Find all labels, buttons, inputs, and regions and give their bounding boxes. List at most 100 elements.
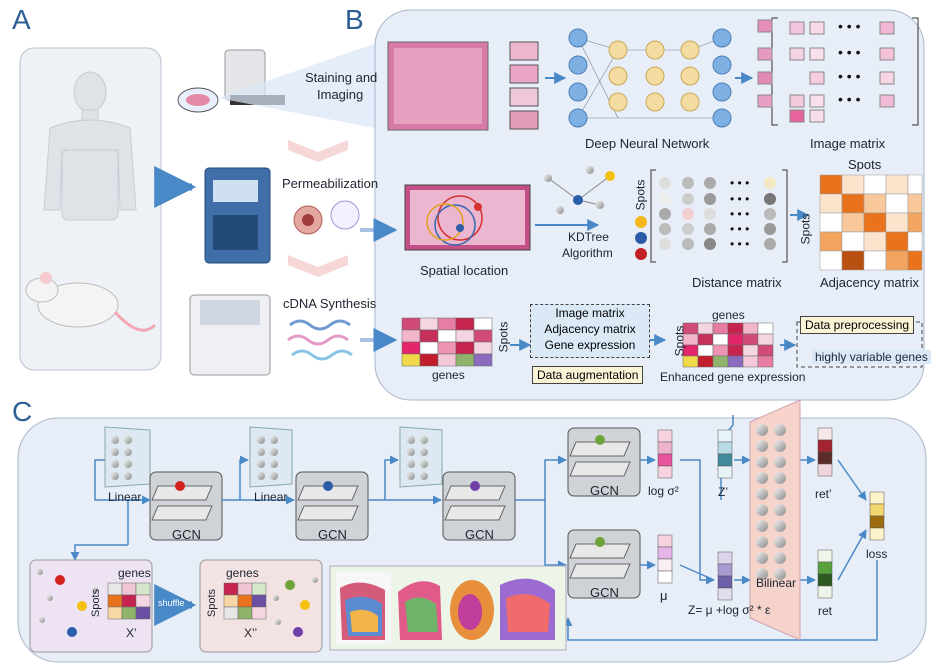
log-sigma-label: log σ² [648,484,679,498]
adjacency-matrix [819,174,923,271]
panel-a-letter: A [12,4,31,35]
linear-layer-1 [104,426,151,488]
spots-small-label: Spots [633,179,648,211]
ret-vector [817,549,833,599]
x-double-prime-graph [273,577,318,637]
svg-text:• • •: • • • [838,91,861,107]
spots-x-prime-label: Spots [90,588,103,618]
loss-vector [869,491,885,541]
svg-text:• • •: • • • [838,44,861,60]
x-prime-graph [37,569,98,637]
aug-gene-expression: Gene expression [544,338,636,352]
spots-x-double-prime-label: Spots [206,588,219,618]
gcn-block-4 [567,427,641,497]
gcn-label-3: GCN [465,527,494,542]
distance-matrix: • • •• • • • • •• • • • • • [650,169,788,263]
adjacency-matrix-label: Adjacency matrix [820,275,919,290]
spots-gene-label: Spots [496,321,511,353]
bilinear-layer [749,399,801,641]
panel-b-letter: B [345,4,364,35]
kdtree-label-2: Algorithm [562,246,613,260]
spots-enhanced-label: Spots [672,325,687,357]
loss-label: loss [866,547,888,561]
genes-x-double-prime-label: genes [226,566,259,580]
rna-icon [330,200,360,230]
distance-matrix-label: Distance matrix [692,275,782,290]
linear-label-1: Linear [108,490,142,504]
gcn-block-2 [295,471,369,541]
panel-c-letter: C [12,396,33,427]
permeabilization-label: Permeabilization [282,176,379,191]
spot-graph-icon [544,166,615,214]
lab-machine-icon [189,294,271,376]
gcn-block-1 [149,471,223,541]
svg-text:• • •: • • • [730,192,749,206]
zoom-cone [218,40,385,130]
gcn-label-1: GCN [172,527,201,542]
z-prime-vector [717,429,733,479]
enhanced-matrix [682,322,774,368]
neural-network [568,28,732,128]
aug-image-matrix: Image matrix [555,306,625,320]
x-prime-label: X’ [126,626,137,640]
svg-text:• • •: • • • [730,237,749,251]
genes-label: genes [432,368,465,382]
image-matrix: • • • • • • • • • • • • [757,17,919,126]
genes-x-prime-label: genes [118,566,151,580]
svg-text:• • •: • • • [730,176,749,190]
linear-label-2: Linear [254,490,288,504]
staining-label-2: Imaging [317,87,364,102]
spatial-location-label: Spatial location [420,263,509,278]
gcn-block-3 [442,471,516,541]
x-double-prime-matrix [223,582,267,620]
z-vector [717,551,733,601]
cdna-label: cDNA Synthesis [283,296,377,311]
shuffle-label: shuffle [158,598,185,608]
svg-text:• • •: • • • [730,222,749,236]
spots-side-label: Spots [798,213,813,245]
data-augmentation-label: Data augmentation [532,366,644,384]
gene-matrix [401,317,493,367]
kdtree-label-1: KDTree [568,230,609,244]
svg-text:• • •: • • • [838,68,861,84]
ret-prime-label: ret’ [815,487,832,501]
svg-text:• • •: • • • [730,207,749,221]
ret-prime-vector [817,427,833,477]
gcn-label-2: GCN [318,527,347,542]
image-matrix-label: Image matrix [810,136,886,151]
aug-adjacency-matrix: Adjacency matrix [544,322,636,336]
dna-strands-icon [287,319,353,361]
enhanced-expression-label: Enhanced gene expression [660,370,806,384]
dnn-label: Deep Neural Network [585,136,710,151]
mu-label: μ [660,588,668,603]
gcn-label-4: GCN [590,483,619,498]
human-icon [43,71,137,221]
staining-label-1: Staining and [305,70,378,85]
x-prime-matrix [107,582,151,620]
rat-icon [25,272,157,332]
z-prime-label: Z’ [718,485,728,499]
sequencer-icon [204,167,271,264]
log-sigma-vector [657,429,673,479]
hvg-label: highly variable genes [812,350,931,364]
panel-b-frame [374,9,925,401]
chevron-down-icon [288,255,348,277]
augmentation-inputs: Image matrix Adjacency matrix Gene expre… [530,304,650,358]
svg-text:• • •: • • • [838,18,861,34]
spots-top-label: Spots [848,157,882,172]
mu-vector [657,534,673,584]
linear-layer-2 [249,426,293,488]
bilinear-label: Bilinear [756,576,797,590]
data-preprocessing-label: Data preprocessing [800,316,915,334]
gcn-label-5: GCN [590,585,619,600]
linear-layer-3 [399,426,443,488]
gcn-block-5 [567,529,641,599]
genes-enhanced-label: genes [712,308,745,322]
chevron-down-icon [288,140,348,162]
ret-label: ret [818,604,833,618]
z-equation-label: Z= μ +log σ² * ε [688,603,771,617]
tile-stack [509,41,539,130]
x-double-prime-label: X’’ [244,626,258,640]
